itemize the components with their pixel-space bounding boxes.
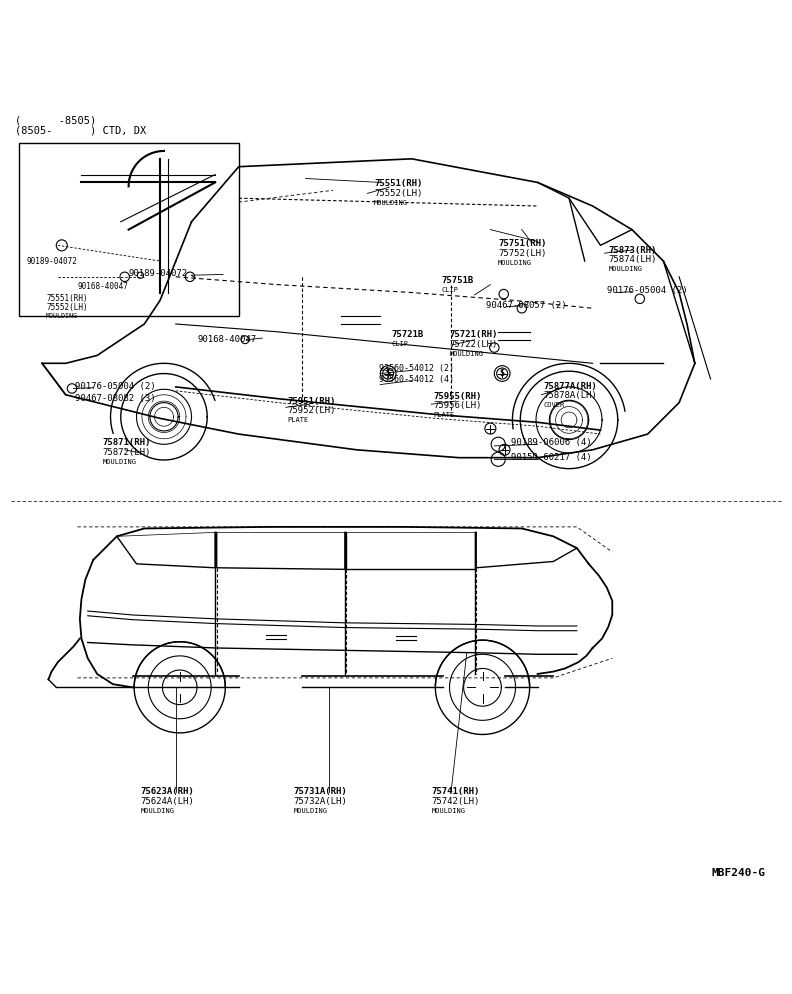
- Text: MOULDING: MOULDING: [498, 259, 532, 265]
- Text: 90189-04072: 90189-04072: [128, 269, 188, 278]
- Text: 75751B: 75751B: [442, 276, 474, 285]
- Text: 75623A(RH): 75623A(RH): [140, 787, 194, 796]
- Text: 90189-04072: 90189-04072: [26, 256, 78, 265]
- Text: MBF240-G: MBF240-G: [712, 869, 766, 879]
- Text: PLATE: PLATE: [287, 416, 309, 422]
- Text: 75624A(LH): 75624A(LH): [140, 797, 194, 806]
- Text: S: S: [500, 369, 505, 378]
- Text: 90467-08057 (2): 90467-08057 (2): [485, 300, 566, 309]
- Text: MOULDING: MOULDING: [374, 200, 408, 206]
- Bar: [18, 143, 238, 316]
- Text: 75752(LH): 75752(LH): [498, 248, 546, 257]
- Text: MOULDING: MOULDING: [294, 808, 328, 814]
- Text: 75732A(LH): 75732A(LH): [294, 797, 348, 806]
- Text: MOULDING: MOULDING: [103, 458, 137, 464]
- Text: 75871(RH): 75871(RH): [103, 438, 151, 447]
- Text: 75877A(RH): 75877A(RH): [544, 382, 598, 391]
- Text: 75751(RH): 75751(RH): [498, 240, 546, 248]
- Text: MOULDING: MOULDING: [608, 266, 642, 272]
- Text: S: S: [386, 369, 390, 378]
- Text: CLIP: CLIP: [442, 287, 459, 293]
- Text: 75721B: 75721B: [391, 330, 424, 340]
- Text: 90159-60217 (4): 90159-60217 (4): [511, 453, 592, 462]
- Text: 90168-40047: 90168-40047: [198, 335, 257, 344]
- Text: 75741(RH): 75741(RH): [432, 787, 480, 796]
- Text: 75552(LH): 75552(LH): [374, 189, 422, 198]
- Text: 75878A(LH): 75878A(LH): [544, 391, 598, 400]
- Text: MOULDING: MOULDING: [140, 808, 174, 814]
- Text: MOULDING: MOULDING: [450, 351, 483, 357]
- Text: 75721(RH): 75721(RH): [450, 330, 498, 340]
- Text: 90467-08082 (3): 90467-08082 (3): [75, 395, 156, 404]
- Text: CLIP: CLIP: [391, 341, 409, 348]
- Text: 90176-05004 (2): 90176-05004 (2): [607, 286, 687, 295]
- Text: 75551(RH): 75551(RH): [46, 294, 88, 303]
- Text: 75742(LH): 75742(LH): [432, 797, 480, 806]
- Text: 90168-40047: 90168-40047: [78, 281, 128, 290]
- Text: 90189-06006 (4): 90189-06006 (4): [511, 438, 592, 447]
- Text: 90176-05004 (2): 90176-05004 (2): [75, 382, 156, 391]
- Text: PLATE: PLATE: [434, 413, 455, 418]
- Text: 75872(LH): 75872(LH): [103, 447, 151, 456]
- Text: 75873(RH): 75873(RH): [608, 246, 657, 254]
- Text: 75551(RH): 75551(RH): [374, 180, 422, 189]
- Text: (      -8505): ( -8505): [14, 115, 96, 125]
- Text: MOULDING: MOULDING: [432, 808, 466, 814]
- Text: 75722(LH): 75722(LH): [450, 340, 498, 349]
- Text: (8505-      ) CTD, DX: (8505- ) CTD, DX: [14, 125, 146, 135]
- Text: 75731A(RH): 75731A(RH): [294, 787, 348, 796]
- Text: 75951(RH): 75951(RH): [287, 397, 336, 406]
- Text: 93560-54012 (4): 93560-54012 (4): [379, 376, 454, 385]
- Text: COVER: COVER: [544, 402, 565, 408]
- Text: 75956(LH): 75956(LH): [434, 402, 482, 411]
- Text: 75955(RH): 75955(RH): [434, 392, 482, 401]
- Text: MOULDING: MOULDING: [46, 313, 78, 319]
- Text: 75552(LH): 75552(LH): [46, 303, 88, 312]
- Text: 75874(LH): 75874(LH): [608, 255, 657, 264]
- Text: 93560-54012 (2): 93560-54012 (2): [379, 365, 454, 374]
- Text: 75952(LH): 75952(LH): [287, 406, 336, 414]
